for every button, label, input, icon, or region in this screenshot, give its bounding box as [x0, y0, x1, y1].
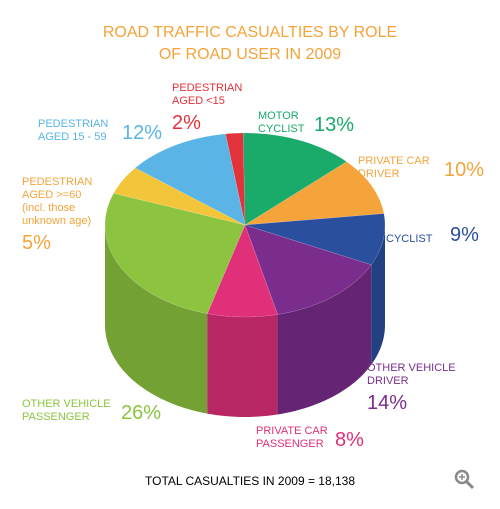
value-label: 13% [314, 114, 355, 136]
value-label: 8% [335, 429, 364, 451]
pie-slice [244, 224, 372, 315]
slice-label: PEDESTRIAN AGED 15 - 59 12% [38, 118, 162, 144]
pie-slice-side [371, 225, 385, 365]
slice-label: PEDESTRIAN AGED <15 2% [172, 82, 252, 134]
category-label: CYCLIST [386, 233, 433, 245]
pie-slice [134, 133, 246, 226]
category-label: PEDESTRIAN AGED >=60 (incl. those unknow… [22, 176, 93, 227]
pie-slice [244, 161, 385, 226]
value-label: 26% [121, 402, 162, 424]
pie-slice-side [207, 313, 278, 417]
total-note: TOTAL CASUALTIES IN 2009 = 18,138 [145, 474, 355, 488]
pie-slice-side [105, 225, 208, 414]
slice-label: MOTOR CYCLIST 13% [258, 110, 354, 136]
pie-slice [225, 132, 246, 226]
category-label: PEDESTRIAN AGED 15 - 59 [38, 118, 109, 143]
slice-label: CYCLIST 9% [386, 224, 479, 246]
slice-label: PRIVATE CAR DRIVER 10% [358, 155, 484, 181]
value-label: 5% [22, 232, 51, 254]
value-label: 9% [450, 224, 479, 246]
pie-slice [242, 132, 348, 226]
pie-slice-side [277, 264, 372, 415]
value-label: 10% [444, 159, 485, 181]
pie-slice [113, 167, 246, 226]
pie-slice [104, 192, 246, 314]
value-label: 12% [122, 122, 163, 144]
slice-label: PRIVATE CAR PASSENGER 8% [256, 425, 364, 451]
zoom-icon[interactable] [454, 469, 475, 490]
slice-label: OTHER VEHICLE DRIVER 14% [367, 362, 457, 414]
category-label: PRIVATE CAR DRIVER [358, 155, 430, 180]
category-label: OTHER VEHICLE PASSENGER [22, 398, 111, 423]
value-label: 14% [367, 392, 408, 414]
chart-title: ROAD TRAFFIC CASUALTIES BY ROLE OF ROAD … [102, 24, 398, 63]
category-label: MOTOR CYCLIST [258, 110, 305, 135]
value-label: 2% [172, 112, 201, 134]
pie-slice [244, 213, 386, 266]
category-label: PRIVATE CAR PASSENGER [256, 425, 328, 450]
slice-label: OTHER VEHICLE PASSENGER 26% [22, 398, 161, 424]
category-label: PEDESTRIAN AGED <15 [172, 82, 243, 107]
pie-slice [206, 224, 278, 318]
slice-label: PEDESTRIAN AGED >=60 (incl. those unknow… [22, 176, 107, 254]
category-label: OTHER VEHICLE DRIVER [367, 362, 456, 387]
